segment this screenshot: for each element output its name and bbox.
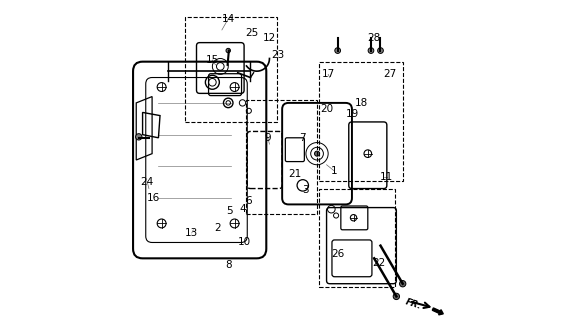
Text: FR.: FR. [404, 297, 423, 311]
Text: 8: 8 [225, 260, 231, 270]
Text: 9: 9 [265, 133, 271, 143]
Text: 14: 14 [222, 14, 235, 24]
Text: 11: 11 [380, 172, 394, 182]
Text: 17: 17 [321, 69, 335, 79]
Text: 24: 24 [141, 177, 154, 187]
Text: 21: 21 [288, 169, 301, 179]
Text: 10: 10 [238, 237, 250, 247]
Text: 4: 4 [239, 204, 246, 214]
Circle shape [399, 281, 406, 287]
Text: 15: 15 [206, 55, 219, 65]
Circle shape [377, 48, 383, 53]
Bar [246, 100, 317, 214]
Bar [319, 188, 395, 287]
Text: 25: 25 [245, 28, 258, 38]
Text: 12: 12 [263, 33, 276, 43]
Text: 28: 28 [368, 33, 381, 43]
Text: 16: 16 [147, 193, 160, 203]
Circle shape [335, 48, 340, 53]
Bar [185, 17, 278, 122]
Bar [319, 62, 403, 180]
FancyArrow shape [432, 308, 443, 315]
Text: 6: 6 [246, 196, 252, 206]
Circle shape [314, 151, 320, 156]
Circle shape [368, 48, 374, 53]
Text: 19: 19 [345, 109, 358, 119]
Text: 22: 22 [372, 258, 385, 268]
Text: 13: 13 [185, 228, 198, 238]
Text: 2: 2 [214, 223, 220, 233]
Text: 23: 23 [271, 50, 284, 60]
Text: 18: 18 [355, 98, 368, 108]
Circle shape [393, 293, 399, 300]
Text: 20: 20 [320, 104, 333, 114]
Text: 3: 3 [302, 185, 309, 195]
Text: 26: 26 [331, 249, 344, 259]
Text: 5: 5 [227, 206, 233, 216]
Text: 27: 27 [383, 69, 396, 79]
Text: 7: 7 [299, 133, 306, 143]
Text: 1: 1 [331, 166, 338, 176]
Circle shape [136, 134, 142, 140]
Circle shape [226, 48, 230, 53]
